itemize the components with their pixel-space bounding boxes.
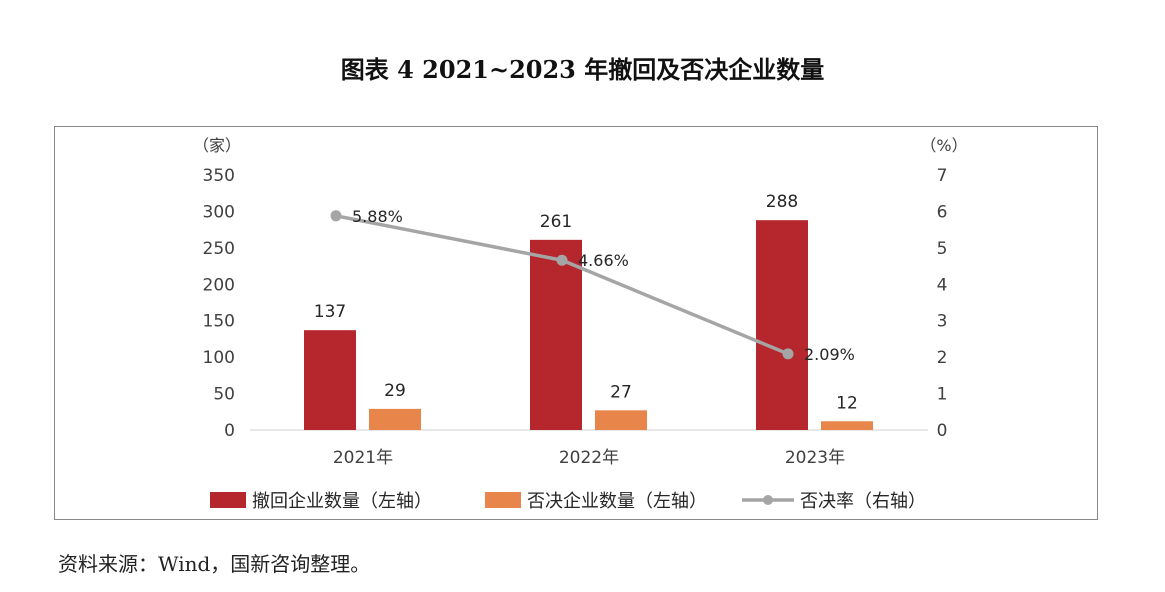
legend: 撤回企业数量（左轴） 否决企业数量（左轴） 否决率（右轴） — [210, 491, 926, 512]
right-axis-tick-label: 7 — [937, 166, 948, 186]
rate-point-label: 4.66% — [578, 251, 629, 270]
withdrawn-bar-label: 261 — [540, 212, 572, 232]
axes-group: 050100150200250300350（家）01234567（%）2021年… — [193, 136, 968, 468]
withdrawn-bar-label: 137 — [314, 302, 346, 322]
legend-item-withdrawn: 撤回企业数量（左轴） — [210, 491, 432, 512]
source-note: 资料来源：Wind，国新咨询整理。 — [58, 552, 371, 576]
right-axis-tick-label: 4 — [937, 275, 948, 295]
chart-frame — [54, 126, 1098, 520]
withdrawn-bar — [530, 239, 582, 430]
left-axis-tick-label: 200 — [203, 275, 235, 295]
x-axis-tick-label: 2022年 — [559, 448, 619, 468]
withdrawn-bar — [304, 330, 356, 430]
withdrawn-bar-label: 288 — [766, 192, 798, 212]
rejected-bar — [595, 410, 647, 430]
rate-point — [782, 348, 794, 360]
rate-point-label: 2.09% — [804, 345, 855, 364]
bars-group: 137 261 288 29 27 12 — [304, 192, 873, 430]
x-axis-tick-label: 2021年 — [333, 448, 393, 468]
legend-label: 否决企业数量（左轴） — [527, 491, 707, 512]
right-axis-tick-label: 1 — [937, 385, 948, 405]
rate-line-group: 5.88% 4.66% 2.09% — [330, 207, 855, 364]
rejected-bar — [821, 421, 873, 430]
right-axis-tick-label: 3 — [937, 312, 948, 332]
left-axis-tick-label: 150 — [203, 312, 235, 332]
legend-item-rate: 否决率（右轴） — [742, 491, 926, 512]
right-axis-tick-label: 0 — [937, 421, 948, 441]
page-title: 图表 4 2021~2023 年撤回及否决企业数量 — [340, 55, 825, 84]
rate-point-label: 5.88% — [352, 207, 403, 226]
right-axis-unit: （%） — [920, 136, 967, 155]
legend-swatch-marker — [763, 495, 773, 505]
legend-label: 撤回企业数量（左轴） — [252, 491, 432, 512]
rejected-bar-label: 12 — [836, 393, 858, 413]
left-axis-tick-label: 350 — [203, 166, 235, 186]
left-axis-unit: （家） — [193, 136, 241, 155]
x-axis-tick-label: 2023年 — [785, 448, 845, 468]
left-axis-tick-label: 100 — [203, 348, 235, 368]
legend-item-rejected: 否决企业数量（左轴） — [485, 491, 707, 512]
right-axis-tick-label: 2 — [937, 348, 948, 368]
left-axis-tick-label: 300 — [203, 202, 235, 222]
right-axis-tick-label: 5 — [937, 239, 948, 259]
left-axis-tick-label: 250 — [203, 239, 235, 259]
legend-swatch — [210, 492, 246, 508]
left-axis-tick-label: 50 — [213, 385, 235, 405]
withdrawn-bar — [756, 220, 808, 430]
rejected-bar-label: 29 — [384, 381, 406, 401]
legend-swatch — [485, 492, 521, 508]
left-axis-tick-label: 0 — [224, 421, 235, 441]
right-axis-tick-label: 6 — [937, 202, 948, 222]
rate-point — [556, 254, 568, 266]
legend-label: 否决率（右轴） — [800, 491, 926, 512]
rejected-bar — [369, 408, 421, 430]
rejected-bar-label: 27 — [610, 382, 632, 402]
rate-point — [330, 210, 342, 222]
